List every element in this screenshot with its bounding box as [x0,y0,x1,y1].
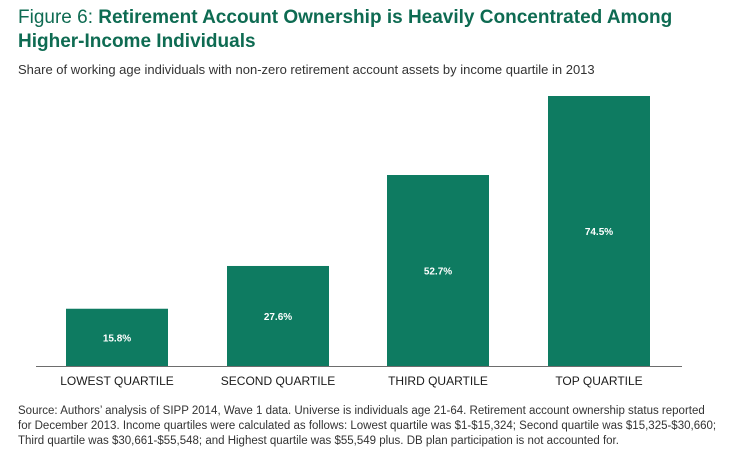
data-label: 74.5% [585,227,613,238]
figure-label: Figure 6: [18,7,99,28]
bar [548,96,650,366]
source-note: Source: Authors’ analysis of SIPP 2014, … [18,405,717,447]
data-label: 52.7% [424,267,452,278]
data-label: 15.8% [103,333,131,344]
data-label: 27.6% [264,312,292,323]
chart-subtitle: Share of working age individuals with no… [18,62,595,77]
category-label: THIRD QUARTILE [388,374,488,388]
bar [387,175,489,366]
title-text: Retirement Account Ownership is Heavily … [18,7,673,52]
category-label: LOWEST QUARTILE [60,374,174,388]
bar [66,308,168,366]
category-label: SECOND QUARTILE [221,374,335,388]
bar [227,265,329,366]
chart-title: Figure 6: Retirement Account Ownership i… [18,6,718,54]
category-label: TOP QUARTILE [555,374,642,388]
bar-chart: 15.8% LOWEST QUARTILE 27.6% SECOND QUARTILE… [36,96,682,388]
